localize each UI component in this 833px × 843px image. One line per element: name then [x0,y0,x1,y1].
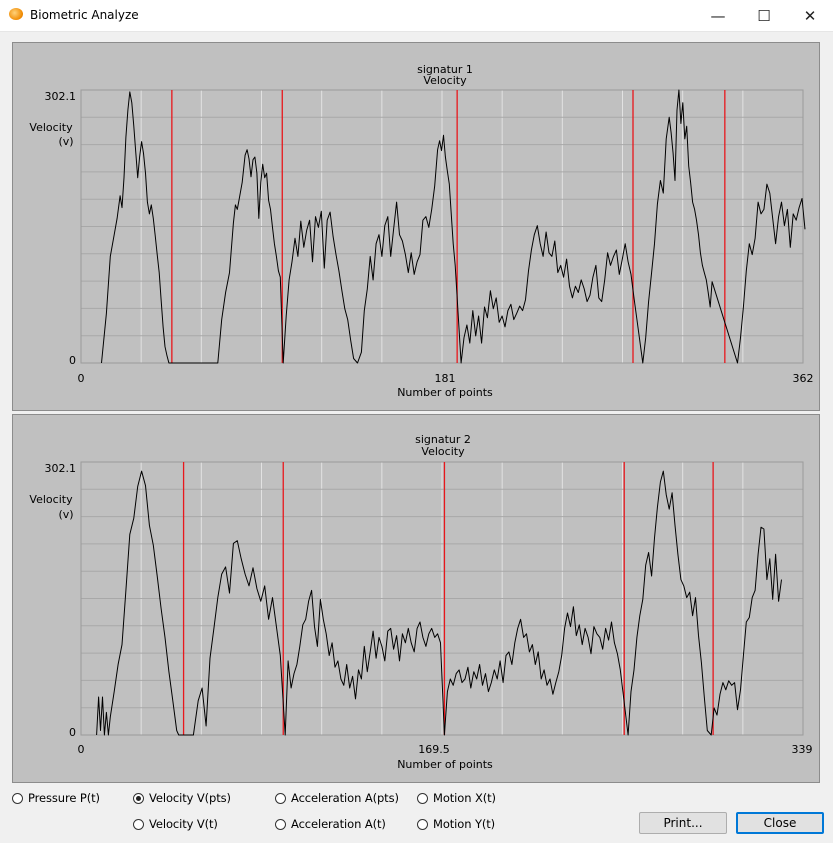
y-tick-max: 302.1 [45,462,77,475]
close-window-button[interactable]: ✕ [803,6,817,25]
y-axis-label: Velocity [29,493,73,506]
y-axis-label: Velocity [29,121,73,134]
velocity-chart-signature-1: signatur 1 Velocity Velocity (v) 302.1 0… [29,63,814,399]
y-tick-min: 0 [69,354,76,367]
radio-circle[interactable] [275,818,286,830]
plot-area [80,461,804,736]
y-tick-max: 302.1 [45,90,77,103]
y-tick-min: 0 [69,726,76,739]
chart-panel-signature-1: signatur 1 Velocity Velocity (v) 302.1 0… [12,42,820,411]
plot-area [80,89,804,364]
title-bar: Biometric Analyze — ☐ ✕ [0,0,833,32]
chart-subtitle: Velocity [421,445,465,458]
chart-subtitle: Velocity [423,74,467,87]
radio-velocity-vt[interactable]: Velocity V(t) [133,816,218,832]
y-axis-unit: (v) [58,508,73,521]
minimize-button[interactable]: — [710,6,726,25]
radio-circle[interactable] [133,818,144,830]
radio-label: Pressure P(t) [28,791,100,805]
x-tick-end: 339 [792,743,813,756]
radio-acceleration-apts[interactable]: Acceleration A(pts) [275,790,399,806]
x-tick-end: 362 [793,372,814,385]
radio-label: Motion X(t) [433,791,496,805]
x-tick-start: 0 [78,372,85,385]
x-tick-mid: 181 [435,372,456,385]
radio-circle[interactable] [417,792,428,804]
radio-circle[interactable] [417,818,428,830]
radio-motion-xt[interactable]: Motion X(t) [417,790,496,806]
velocity-trace [101,89,806,364]
velocity-chart-signature-2: signatur 2 Velocity Velocity (v) 302.1 0… [29,433,813,771]
x-axis-label: Number of points [397,758,493,771]
x-tick-mid: 169.5 [418,743,450,756]
chart-title: signatur 2 [415,433,471,446]
radio-circle[interactable] [12,792,23,804]
print-button[interactable]: Print... [639,812,727,834]
y-axis-unit: (v) [58,135,73,148]
close-button[interactable]: Close [736,812,824,834]
radio-label: Velocity V(t) [149,817,218,831]
chart-title: signatur 1 [417,63,473,76]
x-tick-start: 0 [78,743,85,756]
app-orb-icon [9,8,23,20]
radio-velocity-vpts[interactable]: Velocity V(pts) [133,790,231,806]
window-title: Biometric Analyze [30,8,139,22]
chart-panel-signature-2: signatur 2 Velocity Velocity (v) 302.1 0… [12,414,820,783]
velocity-trace [96,470,782,736]
radio-circle-selected[interactable] [133,792,144,804]
maximize-button[interactable]: ☐ [757,6,771,25]
radio-label: Motion Y(t) [433,817,496,831]
radio-label: Acceleration A(pts) [291,791,399,805]
x-axis-label: Number of points [397,386,493,399]
radio-pressure-pt[interactable]: Pressure P(t) [12,790,100,806]
radio-label: Velocity V(pts) [149,791,231,805]
radio-motion-yt[interactable]: Motion Y(t) [417,816,495,832]
radio-label: Acceleration A(t) [291,817,386,831]
radio-circle[interactable] [275,792,286,804]
radio-acceleration-at[interactable]: Acceleration A(t) [275,816,386,832]
